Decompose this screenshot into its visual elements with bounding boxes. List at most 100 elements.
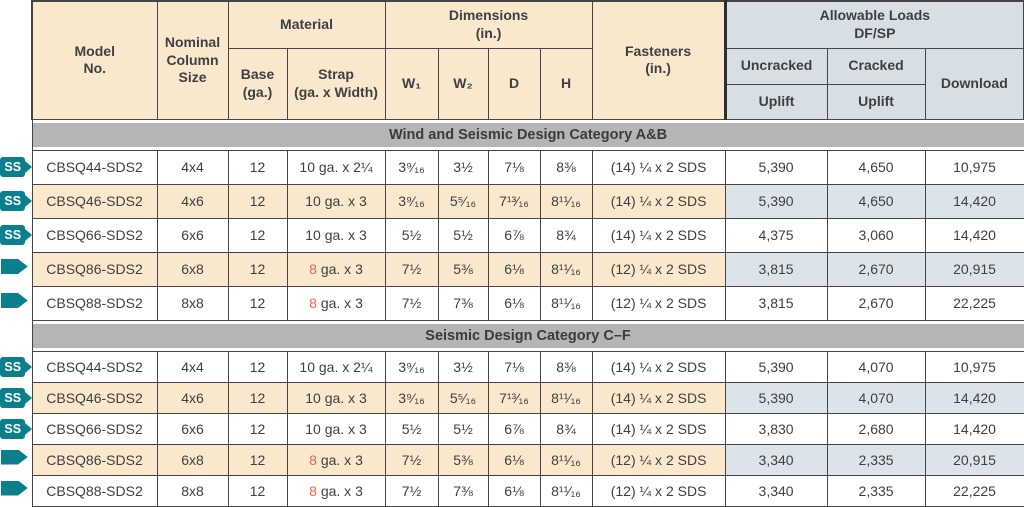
ss-badge: SS [0,418,32,439]
table-row: SS CBSQ66-SDS2 6x6 12 10 ga. x 3 5½ 5½ 6… [0,412,1024,445]
h-cell: 8¹¹⁄₁₆ [539,381,593,414]
cracked-uplift-cell: 4,650 [826,183,926,219]
fasteners-cell: (12) ¼ x 2 SDS [591,474,726,507]
table-row: CBSQ88-SDS2 8x8 12 8 ga. x 3 7½ 7⅜ 6⅛ 8¹… [0,285,1024,321]
d-cell: 7¹³⁄₁₆ [487,381,541,414]
header-w1: W₁ [384,47,439,120]
download-cell: 20,915 [924,251,1024,287]
fasteners-cell: (12) ¼ x 2 SDS [591,443,726,476]
download-cell: 20,915 [924,443,1024,476]
section-bar-row: Wind and Seismic Design Category A&B [0,118,1024,151]
download-cell: 10,975 [924,350,1024,383]
download-cell: 22,225 [924,474,1024,507]
w2-cell: 7⅜ [437,285,489,321]
w1-cell: 5½ [384,412,439,445]
ss-badge: SS [0,157,32,177]
model-cell: CBSQ88-SDS2 [31,474,158,507]
strap-text: 10 ga. x 3 [305,420,367,437]
uncracked-uplift-cell: 3,340 [724,443,828,476]
strap-text: ga. x 3 [316,261,363,277]
header-model: Model No. [31,0,158,120]
download-cell: 22,225 [924,285,1024,321]
uncracked-uplift-cell: 5,390 [724,350,828,383]
uncracked-uplift-cell: 3,830 [724,412,828,445]
w1-cell: 3⁹⁄₁₆ [384,381,439,414]
download-cell: 14,420 [924,183,1024,219]
uncracked-uplift-cell: 4,375 [724,217,828,253]
header-nominal-column-size: Nominal Column Size [156,0,229,120]
h-cell: 8¹¹⁄₁₆ [539,183,593,219]
header-uplift-uncracked: Uplift [723,83,828,120]
h-cell: 8¹¹⁄₁₆ [539,474,593,507]
h-cell: 8⅜ [539,350,593,383]
strap-cell: 10 ga. x 3 [286,183,386,219]
size-cell: 6x8 [156,443,229,476]
size-cell: 4x4 [156,350,229,383]
d-cell: 6⅞ [487,217,541,253]
header-base-ga: Base (ga.) [227,47,288,120]
arrow-badge [0,480,28,496]
uncracked-uplift-cell: 3,815 [724,251,828,287]
w2-cell: 5⅜ [437,251,489,287]
strap-text: ga. x 3 [316,295,363,311]
cracked-uplift-cell: 2,670 [826,285,926,321]
d-cell: 7⅛ [487,350,541,383]
base-cell: 12 [227,412,288,445]
header-dimensions: Dimensions (in.) [384,0,593,49]
model-cell: CBSQ88-SDS2 [31,285,158,321]
w1-cell: 7½ [384,443,439,476]
d-cell: 6⅞ [487,412,541,445]
cracked-uplift-cell: 2,335 [826,443,926,476]
strap-cell: 8 ga. x 3 [286,443,386,476]
section-bar: Wind and Seismic Design Category A&B [31,118,1024,151]
strap-text: 10 ga. x 2¼ [299,159,373,175]
w1-cell: 3⁹⁄₁₆ [384,149,439,185]
uncracked-uplift-cell: 3,340 [724,474,828,507]
strap-cell: 8 ga. x 3 [286,285,386,321]
arrow-badge [0,293,28,308]
h-cell: 8¹¹⁄₁₆ [539,443,593,476]
header-h: H [539,47,593,120]
uncracked-uplift-cell: 3,815 [724,285,828,321]
fasteners-cell: (14) ¼ x 2 SDS [591,217,726,253]
h-cell: 8¹¹⁄₁₆ [539,285,593,321]
cracked-uplift-cell: 2,335 [826,474,926,507]
d-cell: 6⅛ [487,251,541,287]
base-cell: 12 [227,474,288,507]
w2-cell: 5⁵⁄₁₆ [437,381,489,414]
fasteners-cell: (14) ¼ x 2 SDS [591,381,726,414]
w1-cell: 5½ [384,217,439,253]
header-cracked: Cracked [826,47,926,85]
size-cell: 6x8 [156,251,229,287]
header-w2: W₂ [437,47,489,120]
w1-cell: 3⁹⁄₁₆ [384,350,439,383]
cracked-uplift-cell: 2,680 [826,412,926,445]
strap-cell: 10 ga. x 3 [286,381,386,414]
fasteners-cell: (14) ¼ x 2 SDS [591,149,726,185]
strap-cell: 8 ga. x 3 [286,474,386,507]
header-fasteners: Fasteners (in.) [591,0,726,120]
model-cell: CBSQ44-SDS2 [31,350,158,383]
h-cell: 8¾ [539,412,593,445]
w2-cell: 3½ [437,350,489,383]
table-row: SS CBSQ46-SDS2 4x6 12 10 ga. x 3 3⁹⁄₁₆ 5… [0,183,1024,219]
download-cell: 14,420 [924,412,1024,445]
w1-cell: 3⁹⁄₁₆ [384,183,439,219]
section-title: Seismic Design Category C–F [33,323,1024,348]
table-row: CBSQ88-SDS2 8x8 12 8 ga. x 3 7½ 7⅜ 6⅛ 8¹… [0,474,1024,507]
strap-text: ga. x 3 [316,482,363,499]
w2-cell: 5½ [437,412,489,445]
w2-cell: 5⅜ [437,443,489,476]
d-cell: 7⅛ [487,149,541,185]
strap-cell: 10 ga. x 2¼ [286,350,386,383]
strap-gauge-highlight: 8 [309,451,317,468]
model-cell: CBSQ46-SDS2 [31,183,158,219]
size-cell: 6x6 [156,412,229,445]
model-cell: CBSQ44-SDS2 [31,149,158,185]
h-cell: 8¾ [539,217,593,253]
strap-cell: 10 ga. x 2¼ [286,149,386,185]
strap-text: 10 ga. x 3 [305,389,367,406]
w2-cell: 3½ [437,149,489,185]
